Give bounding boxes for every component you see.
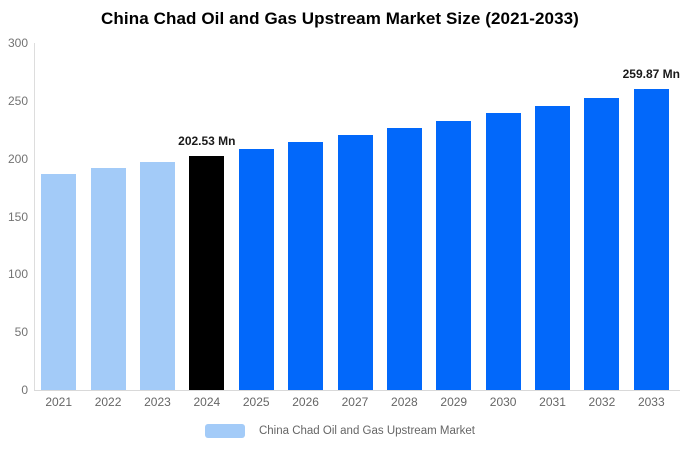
x-tick-label: 2032: [588, 395, 616, 409]
x-axis-line: [34, 390, 680, 391]
bar-2030[interactable]: [485, 113, 521, 390]
y-axis-line: [34, 43, 35, 390]
x-tick-label: 2024: [193, 395, 221, 409]
bar-2026[interactable]: [288, 142, 324, 390]
bar-2021[interactable]: [41, 174, 77, 390]
legend-label: China Chad Oil and Gas Upstream Market: [258, 425, 476, 437]
y-tick-label: 200: [7, 151, 28, 166]
bar-2025[interactable]: [238, 149, 274, 390]
bar-2031[interactable]: [535, 105, 571, 390]
bar-value-label: 202.53 Mn: [178, 133, 236, 148]
bar-2022[interactable]: [90, 168, 126, 390]
legend[interactable]: China Chad Oil and Gas Upstream Market: [0, 424, 680, 438]
x-tick-label: 2028: [391, 395, 418, 409]
y-tick-label: 100: [7, 267, 28, 282]
bar-2033[interactable]: [633, 89, 669, 390]
x-tick-label: 2025: [242, 395, 270, 409]
x-tick-label: 2026: [292, 395, 319, 409]
x-tick-label: 2031: [539, 395, 566, 409]
x-tick-label: 2021: [45, 395, 73, 409]
y-tick-label: 250: [7, 93, 28, 108]
bar-value-label: 259.87 Mn: [622, 67, 680, 82]
x-tick-label: 2023: [144, 395, 171, 409]
legend-swatch: [204, 424, 245, 438]
x-tick-label: 2030: [489, 395, 517, 409]
bar-2032[interactable]: [584, 97, 620, 390]
bar-2024[interactable]: [189, 155, 225, 390]
bar-2029[interactable]: [436, 120, 472, 390]
bar-2023[interactable]: [139, 162, 175, 390]
y-tick-label: 300: [7, 36, 28, 50]
x-tick-label: 2029: [440, 395, 468, 409]
y-tick-label: 150: [7, 209, 28, 224]
bar-2028[interactable]: [386, 128, 422, 390]
x-tick-label: 2027: [341, 395, 369, 409]
x-tick-label: 2033: [637, 395, 665, 409]
x-tick-label: 2022: [94, 395, 122, 409]
chart-title: China Chad Oil and Gas Upstream Market S…: [101, 9, 579, 28]
y-tick-label: 50: [14, 325, 28, 340]
bar-2027[interactable]: [337, 135, 373, 390]
y-tick-label: 0: [21, 383, 28, 397]
